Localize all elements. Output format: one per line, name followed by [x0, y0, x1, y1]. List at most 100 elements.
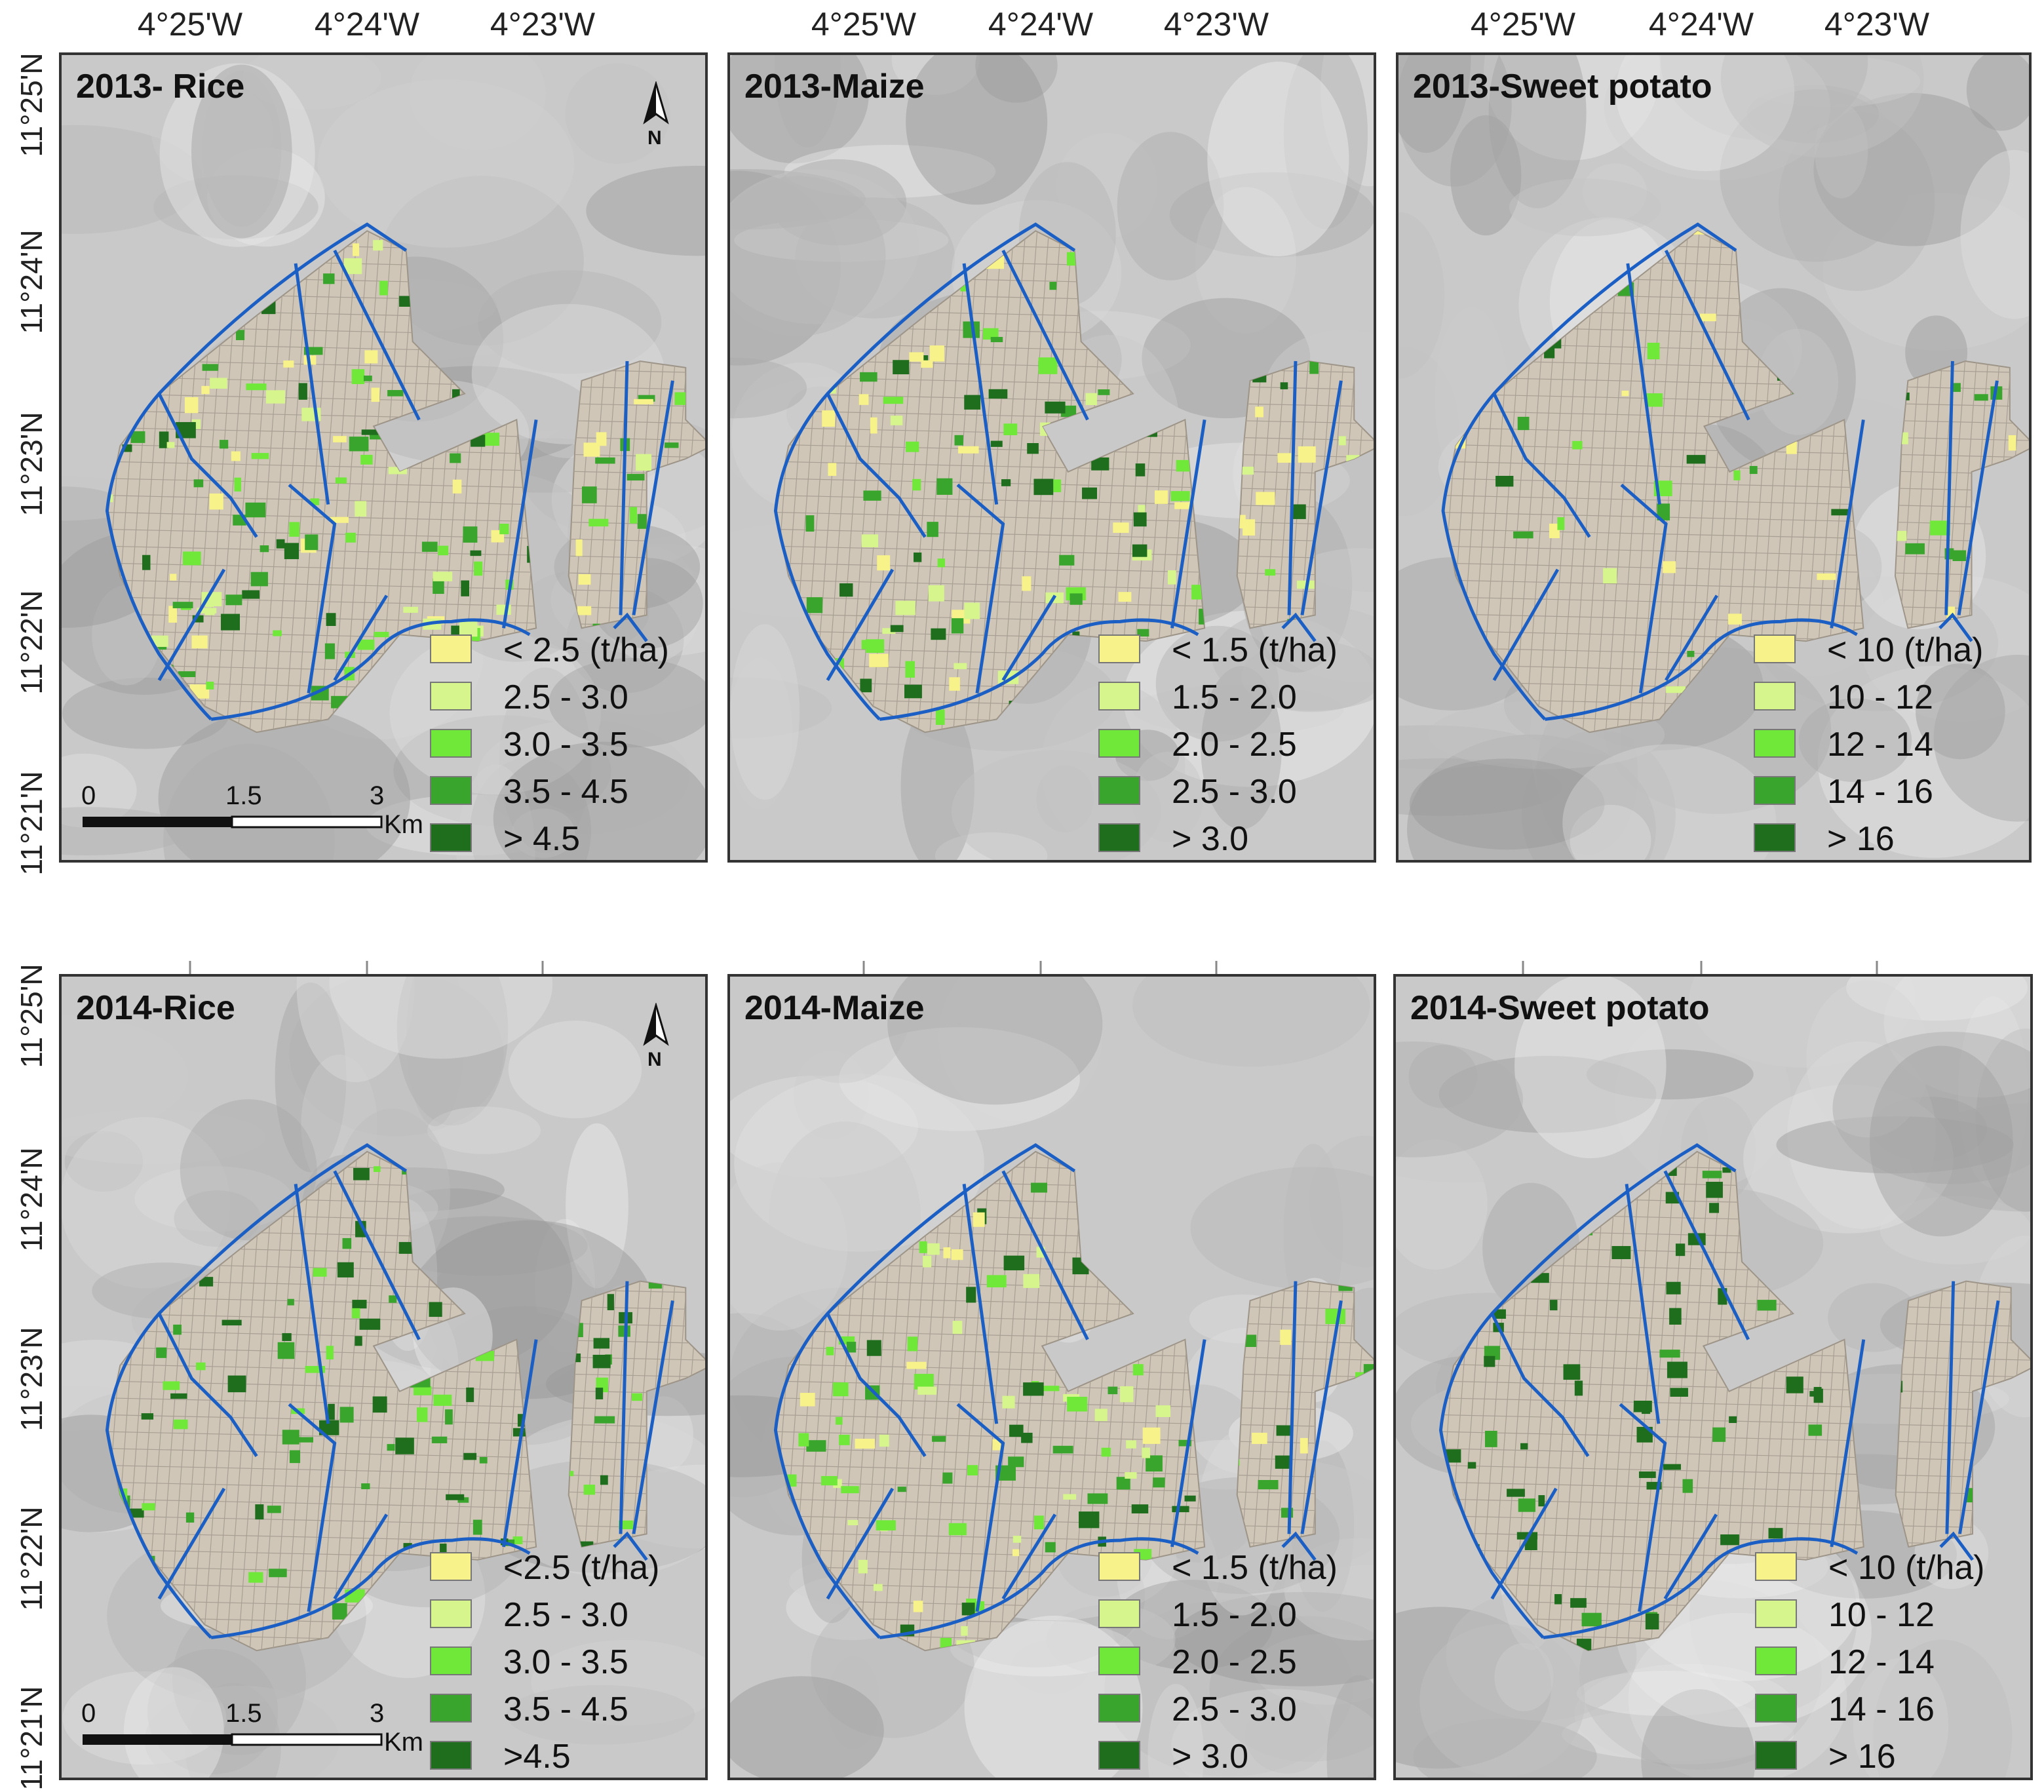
legend-swatch: [430, 1741, 472, 1770]
legend-label: 12 - 14: [1827, 726, 1933, 764]
legend-label: >4.5: [503, 1738, 571, 1776]
lat-tick: 11°24'N: [14, 229, 48, 334]
legend-swatch: [1754, 634, 1796, 663]
legend-label: <2.5 (t/ha): [503, 1549, 660, 1587]
satellite-background: [1396, 977, 2030, 1778]
north-arrow-label: N: [647, 127, 662, 149]
legend-swatch: [1755, 1741, 1797, 1770]
lon-tick: 4°25'W: [811, 6, 917, 43]
legend-swatch: [430, 776, 472, 805]
panel-title: 2014-Maize: [744, 989, 925, 1027]
legend-swatch: [1098, 682, 1140, 711]
lon-tick: 4°23'W: [1824, 6, 1930, 43]
legend-swatch: [1098, 729, 1140, 758]
legend-label: 12 - 14: [1828, 1643, 1935, 1681]
satellite-background: [730, 55, 1374, 860]
legend-label: 10 - 12: [1828, 1596, 1935, 1634]
lon-tick: 4°23'W: [490, 6, 596, 43]
legend-label: 2.5 - 3.0: [1172, 773, 1297, 811]
scale-bar: 0 1.5 3 Km: [81, 1699, 448, 1764]
scale-unit: Km: [384, 810, 423, 839]
lat-tick: 11°23'N: [14, 1327, 48, 1432]
legend-swatch: [1754, 776, 1796, 805]
north-arrow-icon: N: [633, 80, 679, 153]
legend-swatch: [430, 634, 472, 663]
legend-label: 1.5 - 2.0: [1172, 1596, 1297, 1634]
lon-tick: 4°24'W: [988, 6, 1094, 43]
legend-swatch: [1755, 1646, 1797, 1675]
legend-label: < 1.5 (t/ha): [1172, 631, 1338, 669]
longitude-ticks-top: 4°25'W 4°24'W 4°23'W 4°25'W 4°24'W 4°23'…: [0, 0, 2044, 52]
north-arrow-icon: N: [633, 1002, 679, 1075]
scale-label: 1.5: [225, 781, 262, 810]
legend-label: > 4.5: [503, 820, 581, 858]
legend-label: 3.0 - 3.5: [503, 1643, 628, 1681]
panel-title: 2013-Maize: [744, 68, 925, 106]
map-panel: 2014-Rice <2.5 (t/ha) 2.5 - 3.0 3.0 - 3.5 3.…: [59, 974, 708, 1780]
legend-swatch: [1098, 1599, 1140, 1628]
mid-tick-marks: [189, 961, 1878, 974]
map-panel: 2014-Sweet potato < 10 (t/ha) 10 - 12 12 - …: [1393, 974, 2033, 1780]
scale-label: 3: [370, 1699, 385, 1728]
lat-tick: 11°22'N: [14, 1506, 48, 1611]
legend-label: 3.0 - 3.5: [503, 726, 628, 764]
legend-label: > 16: [1827, 820, 1895, 858]
scale-label: 0: [81, 1699, 96, 1728]
panel-title: 2013-Sweet potato: [1413, 68, 1712, 106]
satellite-background: [730, 977, 1374, 1778]
legend-swatch: [430, 1694, 472, 1723]
map-panel: 2013-Maize < 1.5 (t/ha) 1.5 - 2.0 2.0 - 2.5…: [727, 52, 1376, 863]
legend-swatch: [1098, 776, 1140, 805]
legend-swatch: [1098, 1694, 1140, 1723]
legend-label: < 1.5 (t/ha): [1172, 1549, 1338, 1587]
map-panel: 2013- Rice < 2.5 (t/ha) 2.5 - 3.0 3.0 - 3.5…: [59, 52, 708, 863]
legend-swatch: [430, 682, 472, 711]
legend-label: 2.5 - 3.0: [1172, 1690, 1297, 1728]
legend-label: 2.5 - 3.0: [503, 1596, 628, 1634]
legend-label: > 3.0: [1172, 820, 1249, 858]
legend-label: 1.5 - 2.0: [1172, 678, 1297, 716]
legend-swatch: [1755, 1599, 1797, 1628]
satellite-background: [62, 977, 705, 1778]
legend-swatch: [430, 823, 472, 852]
legend-label: 2.5 - 3.0: [503, 678, 628, 716]
legend-label: 2.0 - 2.5: [1172, 726, 1297, 764]
legend-label: 2.0 - 2.5: [1172, 1643, 1297, 1681]
legend-label: 10 - 12: [1827, 678, 1933, 716]
satellite-background: [62, 55, 705, 860]
lon-tick: 4°23'W: [1163, 6, 1269, 43]
north-arrow-label: N: [647, 1049, 662, 1070]
lat-tick: 11°25'N: [14, 964, 48, 1068]
lon-tick: 4°25'W: [137, 6, 243, 43]
satellite-background: [1398, 55, 2029, 860]
lat-tick: 11°24'N: [14, 1147, 48, 1252]
legend-swatch: [1098, 823, 1140, 852]
legend-swatch: [1755, 1694, 1797, 1723]
legend-swatch: [430, 1599, 472, 1628]
scale-label: 3: [370, 781, 385, 810]
legend-label: < 2.5 (t/ha): [503, 631, 669, 669]
scale-bar: 0 1.5 3 Km: [81, 781, 448, 847]
legend-label: < 10 (t/ha): [1828, 1549, 1985, 1587]
lon-tick: 4°24'W: [314, 6, 420, 43]
legend-swatch: [1754, 823, 1796, 852]
lat-tick: 11°25'N: [14, 52, 48, 157]
legend-label: > 16: [1828, 1738, 1896, 1776]
map-panel: 2013-Sweet potato < 10 (t/ha) 10 - 12 12 - …: [1396, 52, 2032, 863]
legend-swatch: [1098, 1741, 1140, 1770]
legend-swatch: [1098, 1646, 1140, 1675]
panel-title: 2014-Sweet potato: [1410, 989, 1710, 1027]
panel-title: 2013- Rice: [76, 68, 245, 106]
lon-tick: 4°25'W: [1470, 6, 1576, 43]
lon-tick: 4°24'W: [1648, 6, 1754, 43]
legend-swatch: [1755, 1552, 1797, 1581]
lat-tick: 11°21'N: [14, 1686, 48, 1791]
legend-label: 14 - 16: [1828, 1690, 1935, 1728]
legend-swatch: [430, 1646, 472, 1675]
legend-label: 14 - 16: [1827, 773, 1933, 811]
lat-tick: 11°22'N: [14, 590, 48, 695]
legend-swatch: [430, 729, 472, 758]
scale-label: 1.5: [225, 1699, 262, 1728]
map-panel: 2014-Maize < 1.5 (t/ha) 1.5 - 2.0 2.0 - 2.5…: [727, 974, 1376, 1780]
lat-tick: 11°21'N: [14, 771, 48, 876]
